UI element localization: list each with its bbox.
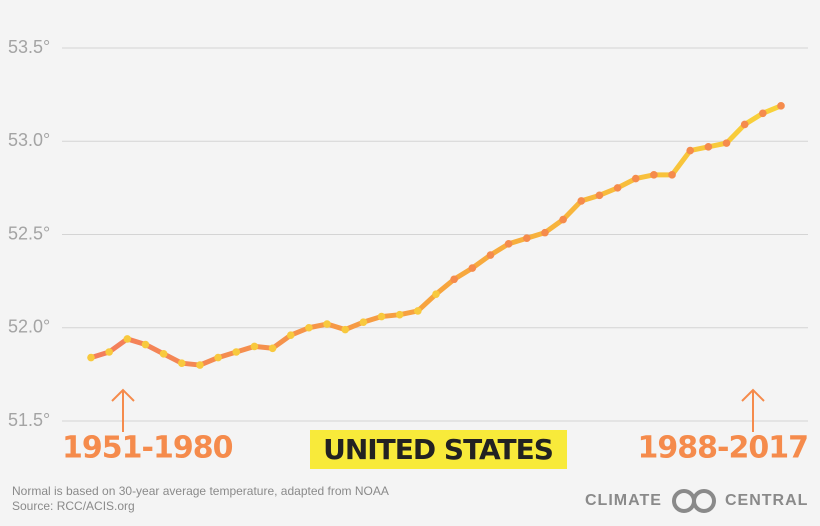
point [432, 290, 440, 298]
annotation: 1988-2017 [638, 431, 808, 466]
title-box [310, 430, 567, 469]
point [214, 353, 222, 362]
point [305, 323, 313, 332]
point [450, 275, 458, 284]
chart-title: UNITED STATES [323, 433, 553, 466]
point [504, 240, 513, 248]
point [359, 318, 368, 326]
point [377, 312, 386, 321]
point [87, 353, 95, 362]
arrow [111, 388, 765, 432]
point [486, 251, 495, 259]
point [541, 228, 549, 237]
point [704, 143, 713, 151]
point [105, 348, 113, 356]
brand: CLIMATE [585, 492, 662, 509]
point [631, 174, 640, 183]
note: Source: RCC/ACIS.org [12, 499, 135, 513]
annotation: 1951-1980 [62, 431, 233, 466]
point [577, 197, 586, 205]
point [722, 139, 731, 147]
point [159, 350, 168, 358]
point [522, 234, 531, 243]
point [395, 310, 404, 319]
point [559, 215, 567, 224]
point [650, 171, 658, 179]
brand: CENTRAL [725, 492, 808, 509]
point [123, 335, 132, 343]
logo [672, 489, 716, 513]
point [668, 171, 676, 179]
point [196, 361, 204, 369]
point [686, 146, 695, 155]
point [286, 331, 295, 340]
point [740, 120, 749, 129]
point [268, 344, 277, 353]
point [232, 348, 241, 356]
y-tick-label: 51.5° [8, 410, 50, 430]
note: Normal is based on 30-year average tempe… [12, 484, 389, 498]
y-tick-label: 52.5° [8, 223, 50, 243]
point [468, 264, 477, 272]
point [141, 340, 150, 349]
y-tick-label: 53.5° [8, 37, 50, 57]
point [414, 307, 422, 315]
y-tick-label: 52.0° [8, 317, 50, 337]
point [323, 320, 331, 328]
point [250, 342, 259, 351]
point [613, 184, 622, 192]
y-tick-label: 53.0° [8, 130, 50, 150]
point [595, 191, 604, 200]
point [177, 359, 186, 367]
point [777, 102, 785, 110]
point [341, 325, 350, 334]
point [759, 109, 767, 118]
line [90, 103, 782, 368]
